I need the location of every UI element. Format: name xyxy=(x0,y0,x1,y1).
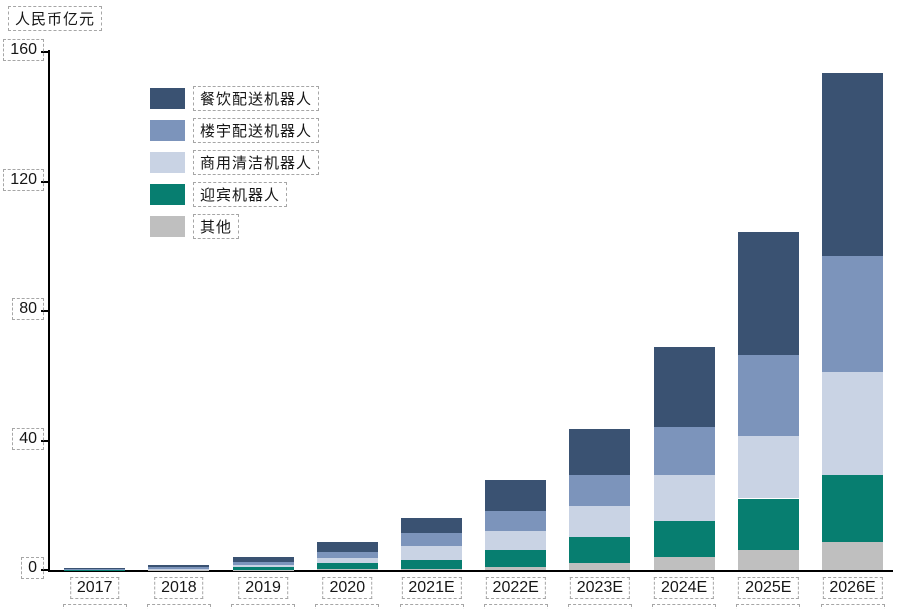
x-tick-label: 2024E xyxy=(653,577,715,599)
y-axis-tick xyxy=(41,439,48,442)
legend: 餐饮配送机器人 楼宇配送机器人 商用清洁机器人 迎宾机器人其他 xyxy=(150,86,320,246)
x-tick-label: 2023E xyxy=(569,577,631,599)
bar-segment-2021E xyxy=(401,533,462,547)
x-tick-label: 2026E xyxy=(822,577,883,599)
bar-segment-2026E xyxy=(822,256,883,373)
legend-swatch xyxy=(150,184,185,205)
x-tick-label: 2017 xyxy=(69,577,120,599)
bar-segment-2020 xyxy=(316,542,378,552)
legend-row: 楼宇配送机器人 xyxy=(150,118,320,143)
y-tick-label: 160 xyxy=(3,39,44,61)
x-label-cut-box xyxy=(231,604,296,609)
bar-segment-2019 xyxy=(232,561,294,565)
bar-segment-2020 xyxy=(316,558,378,564)
x-tick-label: 2018 xyxy=(154,577,204,599)
y-tick-label: 120 xyxy=(3,168,44,191)
x-tick-label: 2020 xyxy=(322,577,373,599)
legend-label: 迎宾机器人 xyxy=(193,182,288,207)
x-label-cut-box xyxy=(62,604,127,609)
y-tick-label: 80 xyxy=(12,298,44,320)
x-label-cut-box xyxy=(146,604,211,609)
y-axis-tick xyxy=(41,310,48,312)
bar-segment-2020 xyxy=(316,563,378,569)
x-label-cut-box xyxy=(399,604,464,609)
bar-segment-2019 xyxy=(232,564,294,568)
bar-segment-2024E xyxy=(653,557,715,570)
x-label-cut-box xyxy=(483,604,548,609)
bar-segment-2019 xyxy=(232,557,294,562)
bar-segment-2023E xyxy=(569,506,631,538)
bar-segment-2022E xyxy=(485,510,547,531)
bar-segment-2025E xyxy=(737,355,799,436)
bar-segment-2017 xyxy=(64,568,126,569)
x-label-cut-box xyxy=(315,604,380,609)
bar-segment-2023E xyxy=(569,429,631,476)
bar-segment-2025E xyxy=(737,232,799,355)
bar-segment-2024E xyxy=(653,520,715,558)
bar-segment-2018 xyxy=(148,567,210,569)
bar-segment-2026E xyxy=(822,73,883,257)
x-tick-label: 2022E xyxy=(485,577,546,599)
y-tick-label: 40 xyxy=(12,427,44,450)
bar-segment-2020 xyxy=(316,569,378,570)
bar-segment-2019 xyxy=(232,567,294,570)
bar-segment-2021E xyxy=(401,559,462,569)
bar-segment-2024E xyxy=(653,346,715,428)
y-axis-tick xyxy=(41,51,48,53)
bar-segment-2023E xyxy=(569,537,631,563)
bar-segment-2023E xyxy=(569,475,631,507)
legend-swatch xyxy=(150,216,185,237)
legend-swatch xyxy=(150,120,185,141)
x-label-cut-box xyxy=(820,604,885,609)
legend-swatch xyxy=(150,152,185,173)
bar-segment-2022E xyxy=(485,549,547,568)
y-axis-tick xyxy=(41,180,48,183)
bar-segment-2020 xyxy=(316,551,378,558)
x-axis-line xyxy=(48,570,893,572)
bar-segment-2018 xyxy=(148,565,210,567)
legend-label: 楼宇配送机器人 xyxy=(193,118,320,143)
legend-row: 商用清洁机器人 xyxy=(150,150,320,175)
y-axis-title: 人民币亿元 xyxy=(8,6,103,31)
bar-segment-2021E xyxy=(401,568,462,570)
legend-row: 餐饮配送机器人 xyxy=(150,86,320,111)
x-tick-label: 2025E xyxy=(738,577,799,599)
bar-segment-2022E xyxy=(485,530,547,550)
bar-segment-2025E xyxy=(737,498,799,550)
x-label-cut-box xyxy=(567,604,632,609)
legend-label: 餐饮配送机器人 xyxy=(193,86,320,111)
bar-segment-2018 xyxy=(148,568,210,570)
legend-label: 商用清洁机器人 xyxy=(193,150,320,175)
legend-swatch xyxy=(150,88,185,109)
bar-segment-2026E xyxy=(822,475,883,542)
legend-row: 迎宾机器人 xyxy=(150,182,319,207)
y-axis-tick xyxy=(41,569,48,571)
legend-row: 其他 xyxy=(150,214,319,239)
bar-segment-2021E xyxy=(401,517,462,534)
y-tick-label: 0 xyxy=(21,557,44,579)
bar-segment-2026E xyxy=(822,541,883,570)
bar-segment-2022E xyxy=(485,567,547,570)
legend-label: 其他 xyxy=(193,214,240,239)
bar-segment-2023E xyxy=(569,562,631,570)
bar-segment-2022E xyxy=(485,480,547,511)
x-label-cut-box xyxy=(652,604,717,609)
bar-segment-2024E xyxy=(653,475,715,521)
bar-segment-2018 xyxy=(148,569,210,570)
x-tick-label: 2019 xyxy=(238,577,288,599)
x-tick-label: 2021E xyxy=(401,577,462,599)
x-label-cut-box xyxy=(736,604,801,609)
y-axis-line xyxy=(48,50,50,572)
bar-segment-2021E xyxy=(401,546,462,560)
bar-segment-2025E xyxy=(737,435,799,499)
bar-segment-2024E xyxy=(653,427,715,476)
bar-segment-2026E xyxy=(822,372,883,476)
bar-segment-2025E xyxy=(737,549,799,570)
